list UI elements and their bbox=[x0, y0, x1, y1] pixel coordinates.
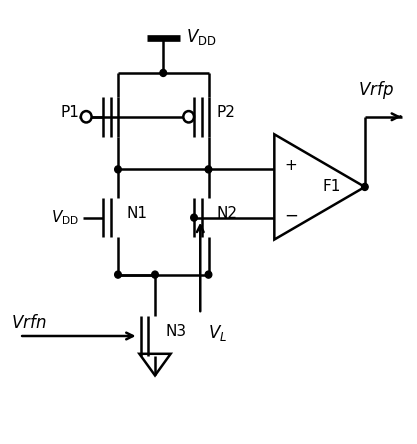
Text: F1: F1 bbox=[323, 179, 341, 194]
Text: N1: N1 bbox=[126, 206, 147, 221]
Circle shape bbox=[362, 183, 368, 190]
Circle shape bbox=[160, 69, 166, 76]
Circle shape bbox=[81, 111, 92, 123]
Circle shape bbox=[183, 111, 194, 123]
Text: P1: P1 bbox=[60, 105, 79, 120]
Text: N3: N3 bbox=[165, 324, 186, 339]
Text: N2: N2 bbox=[217, 206, 238, 221]
Circle shape bbox=[205, 271, 212, 278]
Text: $Vrfn$: $Vrfn$ bbox=[11, 314, 46, 332]
Circle shape bbox=[205, 166, 212, 173]
Circle shape bbox=[115, 271, 121, 278]
Text: $V_{\mathrm{DD}}$: $V_{\mathrm{DD}}$ bbox=[50, 208, 79, 227]
Circle shape bbox=[152, 271, 158, 278]
Circle shape bbox=[115, 166, 121, 173]
Text: P2: P2 bbox=[217, 105, 236, 120]
Text: $Vrfp$: $Vrfp$ bbox=[358, 79, 394, 101]
Text: +: + bbox=[285, 158, 297, 173]
Text: −: − bbox=[285, 206, 299, 224]
Text: $V_{\mathrm{DD}}$: $V_{\mathrm{DD}}$ bbox=[186, 27, 216, 47]
Text: $V_L$: $V_L$ bbox=[208, 323, 228, 343]
Circle shape bbox=[191, 214, 197, 221]
